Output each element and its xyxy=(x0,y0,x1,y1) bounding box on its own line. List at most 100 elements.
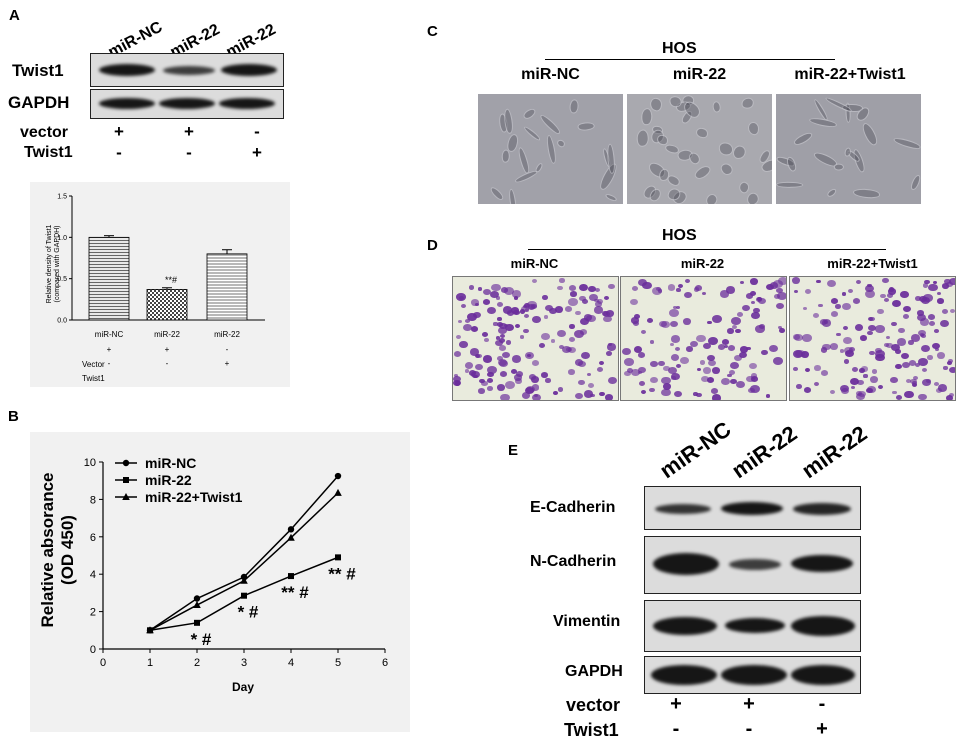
stained-cell xyxy=(477,287,483,291)
stained-cell xyxy=(453,373,459,378)
stained-cell xyxy=(820,347,828,353)
stained-cell xyxy=(839,349,845,353)
stained-cell xyxy=(875,325,885,333)
stained-cell xyxy=(495,295,501,300)
transwell-image xyxy=(789,276,956,401)
stained-cell xyxy=(531,359,540,366)
stained-cell xyxy=(865,289,875,298)
stained-cell xyxy=(638,352,646,359)
stained-cell xyxy=(521,392,531,400)
western-blot-vimentin xyxy=(644,600,861,652)
cell xyxy=(635,129,650,148)
y-tick-label: 10 xyxy=(84,457,96,469)
stained-cell xyxy=(669,309,680,318)
stained-cell xyxy=(541,372,549,378)
blot-row-label: Twist1 xyxy=(12,61,64,80)
stained-cell xyxy=(658,320,667,327)
stained-cell xyxy=(908,340,914,345)
blot-band xyxy=(791,665,855,685)
stained-cell xyxy=(575,392,583,399)
stained-cell xyxy=(557,387,564,392)
stained-cell xyxy=(897,327,906,334)
blot-band xyxy=(99,98,155,109)
stained-cell xyxy=(580,329,588,335)
stained-cell xyxy=(707,377,715,383)
cell xyxy=(719,160,735,177)
x-category-label: miR-22 xyxy=(154,330,180,339)
stained-cell xyxy=(923,283,929,288)
sign: + xyxy=(114,122,124,141)
cell xyxy=(501,149,511,164)
stained-cell xyxy=(500,393,510,400)
stained-cell xyxy=(455,334,462,340)
stained-cell xyxy=(607,342,613,347)
stained-cell xyxy=(637,370,643,375)
stained-cell xyxy=(602,310,611,317)
stained-cell xyxy=(776,292,786,301)
stained-cell xyxy=(684,278,691,284)
stained-cell xyxy=(661,388,671,397)
stained-cell xyxy=(543,315,548,319)
stained-cell xyxy=(923,294,933,303)
stained-cell xyxy=(493,322,498,326)
stained-cell xyxy=(510,307,520,314)
stained-cell xyxy=(523,328,530,334)
data-point-circle xyxy=(334,472,342,480)
data-point-triangle xyxy=(334,488,342,496)
stained-cell xyxy=(650,377,658,384)
stained-cell xyxy=(877,385,883,390)
stained-cell xyxy=(562,345,572,354)
significance-label: **# xyxy=(165,275,177,285)
stained-cell xyxy=(711,367,721,375)
stained-cell xyxy=(852,297,861,304)
stained-cell xyxy=(638,367,646,373)
stained-cell xyxy=(680,356,689,364)
stained-cell xyxy=(814,365,821,371)
western-blot-gapdh-e xyxy=(644,656,861,694)
stained-cell xyxy=(474,302,479,307)
stained-cell xyxy=(524,308,530,312)
stained-cell xyxy=(844,347,853,355)
stained-cell xyxy=(523,302,531,308)
table-sign: - xyxy=(166,359,169,368)
stained-cell xyxy=(886,343,893,349)
stained-cell xyxy=(489,290,500,299)
stained-cell xyxy=(842,325,848,330)
stained-cell xyxy=(531,393,541,400)
stained-cell xyxy=(580,351,591,360)
stained-cell xyxy=(476,353,482,359)
stained-cell xyxy=(661,376,671,385)
stained-cell xyxy=(848,288,854,293)
stained-cell xyxy=(631,286,639,292)
stained-cell xyxy=(498,359,507,367)
stained-cell xyxy=(707,355,715,362)
stained-cell xyxy=(947,361,952,365)
stained-cell xyxy=(486,306,496,314)
stained-cell xyxy=(948,393,954,398)
stained-cell xyxy=(732,324,738,329)
stained-cell xyxy=(933,382,939,387)
stained-cell xyxy=(641,389,647,394)
stained-cell xyxy=(531,279,537,284)
stained-cell xyxy=(894,363,902,370)
stained-cell xyxy=(581,299,589,305)
stained-cell xyxy=(918,296,927,303)
y-tick-label: 0.0 xyxy=(57,318,67,325)
proliferation-line-chart: Relative absorance (OD 450) Day 0 2 4 6 8 10 0… xyxy=(30,432,410,732)
stained-cell xyxy=(503,286,514,295)
stained-cell xyxy=(641,281,652,290)
stained-cell xyxy=(606,343,616,351)
stained-cell xyxy=(937,384,948,392)
stained-cell xyxy=(868,324,876,331)
stained-cell xyxy=(793,367,799,372)
stained-cell xyxy=(453,351,462,358)
stained-cell xyxy=(516,371,524,377)
cell xyxy=(852,188,880,199)
stained-cell xyxy=(802,306,807,311)
legend-label: miR-22 xyxy=(145,472,192,488)
stained-cell xyxy=(935,348,940,352)
stained-cell xyxy=(663,383,672,390)
lane-label: miR-NC xyxy=(655,416,736,484)
cell xyxy=(740,97,755,110)
stained-cell xyxy=(911,381,918,386)
